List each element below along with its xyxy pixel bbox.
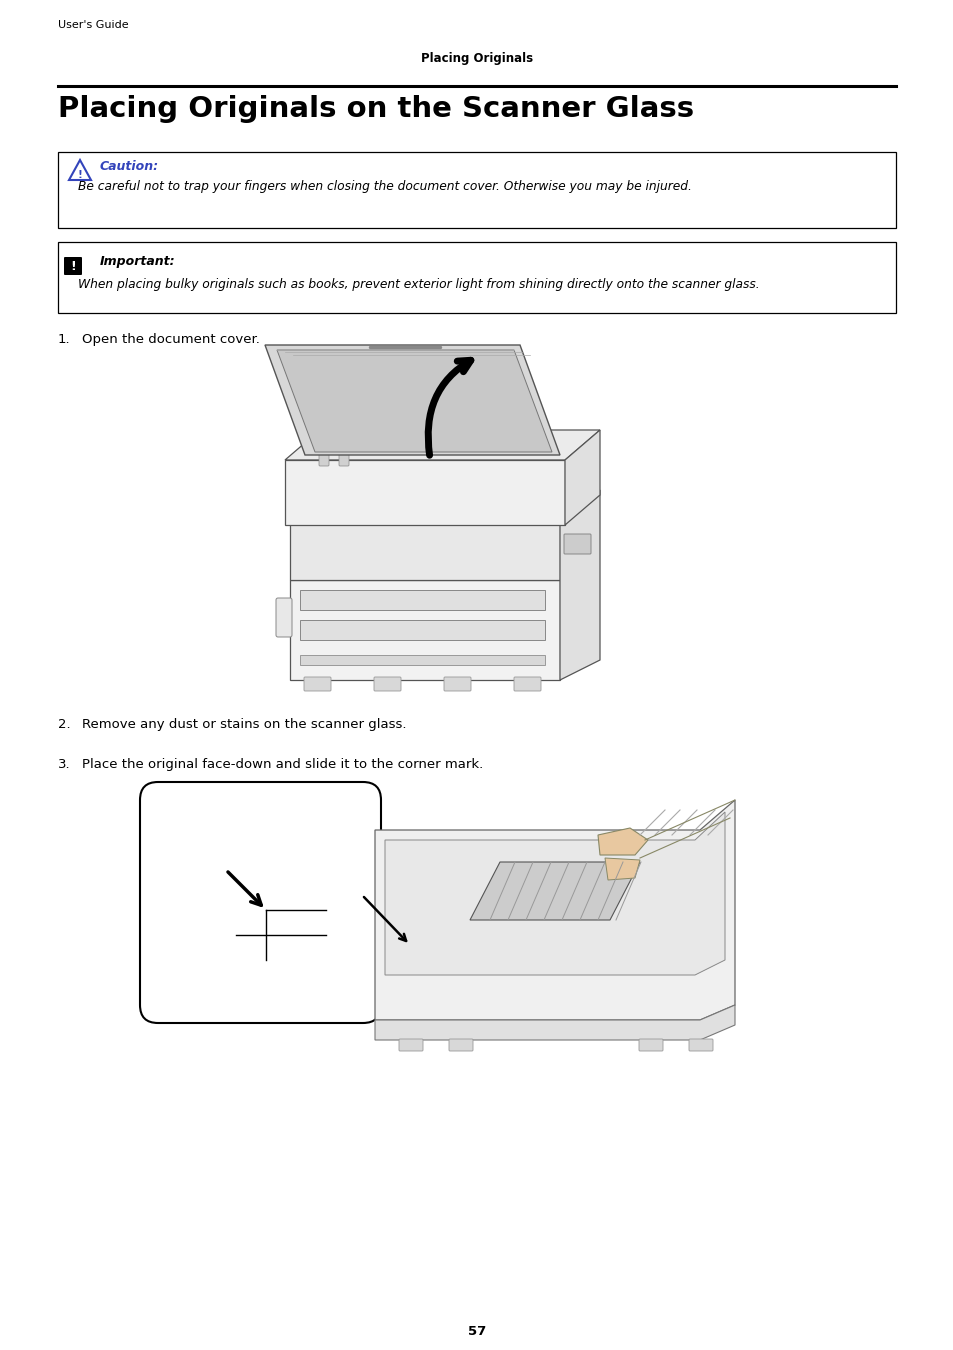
Polygon shape bbox=[375, 801, 734, 1021]
FancyBboxPatch shape bbox=[318, 454, 329, 466]
Text: Open the document cover.: Open the document cover. bbox=[82, 333, 259, 346]
Text: 1.: 1. bbox=[58, 333, 71, 346]
Polygon shape bbox=[470, 863, 639, 919]
FancyBboxPatch shape bbox=[304, 676, 331, 691]
Text: When placing bulky originals such as books, prevent exterior light from shining : When placing bulky originals such as boo… bbox=[78, 278, 759, 292]
FancyBboxPatch shape bbox=[688, 1040, 712, 1052]
FancyBboxPatch shape bbox=[64, 256, 82, 275]
Polygon shape bbox=[564, 431, 599, 525]
Text: 3.: 3. bbox=[58, 757, 71, 771]
Polygon shape bbox=[385, 811, 724, 975]
Polygon shape bbox=[290, 520, 559, 580]
Polygon shape bbox=[285, 460, 564, 525]
Polygon shape bbox=[265, 346, 559, 455]
Text: Be careful not to trap your fingers when closing the document cover. Otherwise y: Be careful not to trap your fingers when… bbox=[78, 180, 691, 193]
Polygon shape bbox=[559, 490, 599, 680]
Text: !: ! bbox=[77, 170, 82, 180]
FancyBboxPatch shape bbox=[299, 590, 544, 610]
Text: !: ! bbox=[71, 259, 76, 273]
FancyBboxPatch shape bbox=[443, 676, 471, 691]
Polygon shape bbox=[290, 580, 559, 680]
FancyBboxPatch shape bbox=[140, 782, 380, 1023]
FancyBboxPatch shape bbox=[58, 153, 895, 228]
Polygon shape bbox=[604, 859, 639, 880]
Text: Place the original face-down and slide it to the corner mark.: Place the original face-down and slide i… bbox=[82, 757, 483, 771]
FancyBboxPatch shape bbox=[299, 655, 544, 666]
FancyBboxPatch shape bbox=[299, 620, 544, 640]
FancyBboxPatch shape bbox=[58, 242, 895, 313]
FancyBboxPatch shape bbox=[639, 1040, 662, 1052]
FancyBboxPatch shape bbox=[398, 1040, 422, 1052]
FancyBboxPatch shape bbox=[374, 676, 400, 691]
FancyBboxPatch shape bbox=[275, 598, 292, 637]
Text: Placing Originals on the Scanner Glass: Placing Originals on the Scanner Glass bbox=[58, 95, 694, 123]
Polygon shape bbox=[598, 828, 647, 855]
FancyBboxPatch shape bbox=[563, 535, 590, 554]
Polygon shape bbox=[285, 431, 599, 460]
FancyBboxPatch shape bbox=[514, 676, 540, 691]
Polygon shape bbox=[375, 1004, 734, 1040]
Text: User's Guide: User's Guide bbox=[58, 20, 129, 30]
Text: 2.: 2. bbox=[58, 718, 71, 730]
FancyBboxPatch shape bbox=[338, 454, 349, 466]
Text: Remove any dust or stains on the scanner glass.: Remove any dust or stains on the scanner… bbox=[82, 718, 406, 730]
FancyBboxPatch shape bbox=[449, 1040, 473, 1052]
Text: Caution:: Caution: bbox=[100, 161, 159, 173]
Text: 57: 57 bbox=[467, 1324, 486, 1338]
Polygon shape bbox=[276, 350, 552, 452]
Text: Important:: Important: bbox=[100, 255, 175, 269]
Text: Placing Originals: Placing Originals bbox=[420, 53, 533, 65]
